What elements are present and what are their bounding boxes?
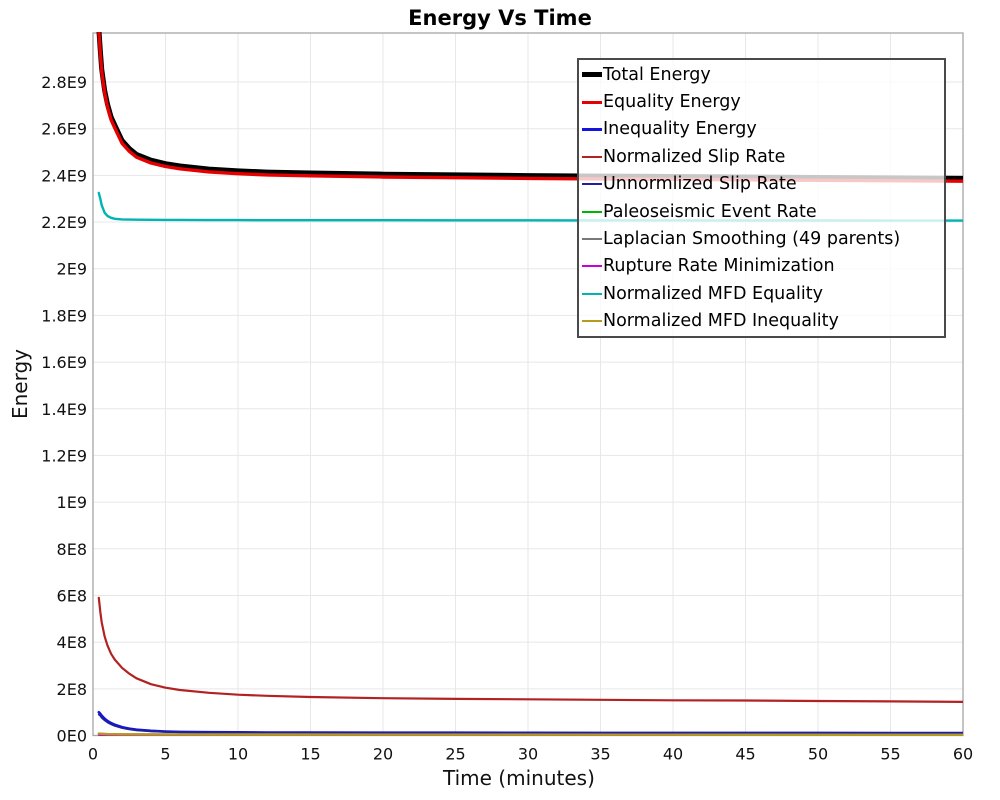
legend-item: Normalized MFD Inequality xyxy=(582,308,944,335)
chart-title: Energy Vs Time xyxy=(408,6,592,30)
series-line-normalized-mfd-inequality xyxy=(97,732,963,736)
x-tick-label: 35 xyxy=(590,745,610,764)
legend-item: Equality Energy xyxy=(582,88,944,115)
x-axis-title: Time (minutes) xyxy=(443,766,595,790)
y-tick-label: 1.8E9 xyxy=(41,306,87,325)
legend-item: Laplacian Smoothing (49 parents) xyxy=(582,225,944,252)
y-tick-label: 1.6E9 xyxy=(41,353,87,372)
legend-label: Equality Energy xyxy=(603,92,741,113)
y-tick-label: 4E8 xyxy=(57,633,87,652)
legend-label: Paleoseismic Event Rate xyxy=(603,201,817,222)
legend-swatch xyxy=(582,100,602,104)
legend-swatch xyxy=(582,320,602,323)
x-tick-label: 0 xyxy=(88,745,98,764)
legend-swatch xyxy=(582,265,602,268)
legend-item: Paleoseismic Event Rate xyxy=(582,198,944,225)
x-tick-label: 60 xyxy=(953,745,973,764)
x-tick-label: 10 xyxy=(228,745,248,764)
legend-swatch xyxy=(582,155,602,158)
x-tick-label: 5 xyxy=(160,745,170,764)
legend-label: Rupture Rate Minimization xyxy=(603,256,835,277)
legend-swatch xyxy=(582,238,602,241)
legend-swatch xyxy=(582,127,602,131)
legend-label: Normalized Slip Rate xyxy=(603,146,786,167)
legend-item: Inequality Energy xyxy=(582,116,944,143)
y-tick-label: 1.2E9 xyxy=(41,446,87,465)
x-tick-label: 30 xyxy=(518,745,538,764)
y-tick-label: 0E0 xyxy=(57,727,87,746)
legend-label: Unnormlized Slip Rate xyxy=(603,174,797,195)
x-tick-label: 50 xyxy=(808,745,828,764)
legend-item: Normalized Slip Rate xyxy=(582,143,944,170)
y-tick-label: 2.2E9 xyxy=(41,213,87,232)
y-tick-label: 2E8 xyxy=(57,680,87,699)
legend-item: Total Energy xyxy=(582,61,944,88)
legend-item: Rupture Rate Minimization xyxy=(582,253,944,280)
y-tick-label: 8E8 xyxy=(57,540,87,559)
legend-label: Normalized MFD Equality xyxy=(603,283,823,304)
legend-label: Laplacian Smoothing (49 parents) xyxy=(603,229,901,250)
y-tick-label: 2.4E9 xyxy=(41,166,87,185)
legend-swatch xyxy=(582,210,602,213)
y-tick-label: 6E8 xyxy=(57,586,87,605)
legend-swatch xyxy=(582,292,602,295)
legend-swatch xyxy=(582,183,602,186)
legend-swatch xyxy=(582,72,602,78)
legend-item: Normalized MFD Equality xyxy=(582,280,944,307)
legend: Total Energy Equality Energy Inequality En… xyxy=(577,58,946,338)
x-tick-label: 20 xyxy=(373,745,393,764)
x-tick-label: 25 xyxy=(445,745,465,764)
x-tick-label: 55 xyxy=(880,745,900,764)
x-tick-label: 40 xyxy=(663,745,683,764)
y-tick-label: 2.6E9 xyxy=(41,120,87,139)
series-line-inequality-energy xyxy=(97,710,963,735)
x-tick-label: 15 xyxy=(300,745,320,764)
y-tick-label: 1E9 xyxy=(57,493,87,512)
series-line-unnormlized-slip-rate xyxy=(97,713,963,735)
legend-label: Inequality Energy xyxy=(603,119,757,140)
y-tick-label: 2.8E9 xyxy=(41,73,87,92)
series-line-normalized-slip-rate xyxy=(97,596,963,704)
legend-label: Normalized MFD Inequality xyxy=(603,311,839,332)
legend-label: Total Energy xyxy=(603,64,711,85)
y-tick-label: 2E9 xyxy=(57,260,87,279)
y-tick-label: 1.4E9 xyxy=(41,400,87,419)
x-tick-label: 45 xyxy=(735,745,755,764)
legend-item: Unnormlized Slip Rate xyxy=(582,171,944,198)
